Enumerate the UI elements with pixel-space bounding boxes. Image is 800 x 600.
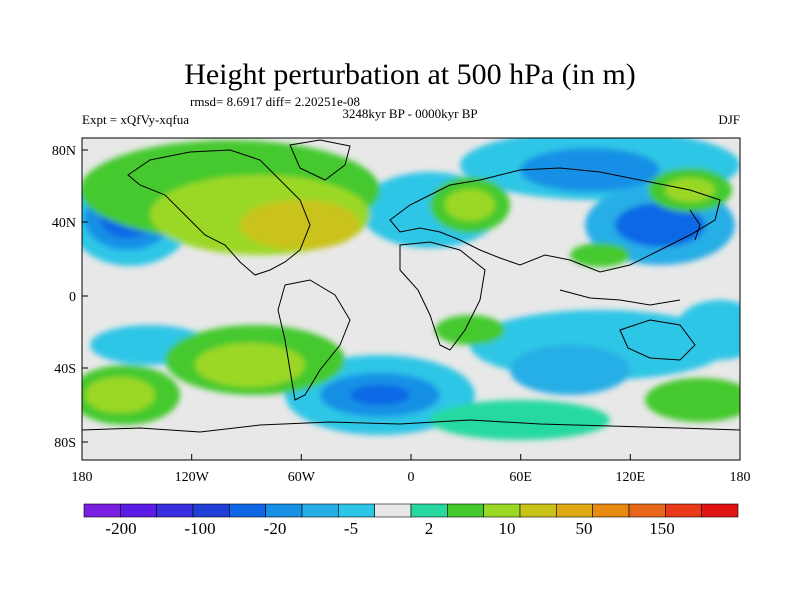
latitude-axis: 80N 40N 0 40S 80S (52, 144, 88, 451)
colorbar-swatch (192, 503, 230, 518)
colorbar-swatch (156, 503, 194, 518)
colorbar-label: -20 (264, 519, 287, 538)
season-label: DJF (718, 112, 740, 127)
colorbar-label: 10 (499, 519, 516, 538)
colorbar-swatch (265, 503, 303, 518)
lon-tick-label: 120W (175, 470, 210, 485)
colorbar-swatch (83, 503, 121, 518)
lat-tick-label: 80S (54, 436, 76, 451)
stats-text: rmsd= 8.6917 diff= 2.20251e-08 (190, 94, 360, 109)
lat-tick-label: 80N (52, 144, 76, 159)
colorbar-swatch (628, 503, 666, 518)
colorbar-swatch (447, 503, 484, 518)
colorbar-swatch (665, 503, 702, 518)
lat-tick-label: 40N (52, 216, 76, 231)
lon-tick-label: 120E (616, 470, 646, 485)
colorbar-label: 150 (649, 519, 675, 538)
lat-tick-label: 40S (54, 362, 76, 377)
colorbar-swatch (410, 503, 448, 518)
lon-tick-label: 180 (730, 470, 751, 485)
colorbar-labels: -200 -100 -20 -5 2 10 50 150 (105, 519, 674, 538)
colorbar-swatch (556, 503, 593, 518)
colorbar-label: 2 (425, 519, 434, 538)
colorbar-swatch (120, 503, 157, 518)
lat-tick-label: 0 (69, 290, 76, 305)
colorbar-swatch (701, 503, 739, 518)
lon-tick-label: 60W (288, 470, 316, 485)
colorbar-swatch (229, 503, 266, 518)
colorbar-swatch (301, 503, 339, 518)
colorbar-swatch (519, 503, 557, 518)
colorbar-label: 50 (576, 519, 593, 538)
experiment-label: Expt = xQfVy-xqfua (82, 112, 189, 127)
colorbar-label: -5 (344, 519, 358, 538)
colorbar-swatch (592, 503, 630, 518)
contour-field (82, 138, 740, 460)
colorbar-label: -200 (105, 519, 136, 538)
longitude-axis: 180 120W 60W 0 60E 120E 180 (72, 454, 751, 485)
period-label: 3248kyr BP - 0000kyr BP (342, 106, 477, 121)
colorbar-swatch (338, 503, 375, 518)
figure-title: Height perturbation at 500 hPa (in m) (184, 58, 636, 91)
lon-tick-label: 0 (408, 470, 415, 485)
colorbar-swatch (374, 503, 412, 518)
lon-tick-label: 180 (72, 470, 93, 485)
colorbar-swatch (483, 503, 521, 518)
colorbar-label: -100 (184, 519, 215, 538)
coastlines (82, 139, 740, 433)
colorbar (83, 503, 739, 518)
lon-tick-label: 60E (509, 470, 532, 485)
